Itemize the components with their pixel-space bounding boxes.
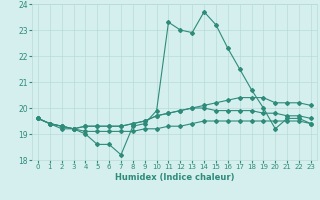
X-axis label: Humidex (Indice chaleur): Humidex (Indice chaleur) [115, 173, 234, 182]
